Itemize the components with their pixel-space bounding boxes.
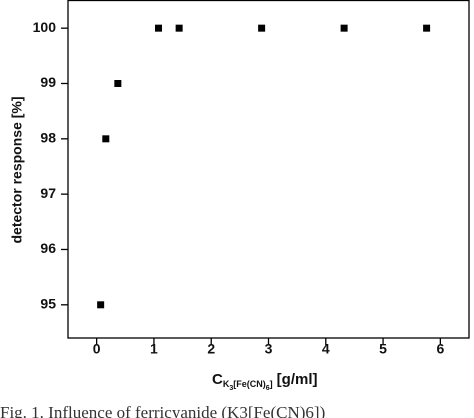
y-tick-label: 95 <box>40 296 56 312</box>
x-tick-label: 2 <box>207 341 215 357</box>
x-axis-label: CK3[Fe(CN)6] [g/ml] <box>212 371 317 392</box>
y-tick-label: 98 <box>40 130 56 146</box>
y-axis-label: detector response [%] <box>9 96 25 243</box>
x-label-main: C <box>212 371 223 388</box>
point <box>258 24 266 32</box>
x-tick-label: 3 <box>265 341 273 357</box>
x-tick-label: 1 <box>150 341 158 357</box>
x-label-unit: [g/ml] <box>277 371 318 388</box>
x-label-sub: 3 <box>229 385 233 392</box>
point <box>97 301 105 309</box>
point <box>423 24 431 32</box>
plot-frame <box>67 0 470 339</box>
x-tick-label: 5 <box>379 341 387 357</box>
point <box>114 79 122 87</box>
x-tick-label: 4 <box>322 341 330 357</box>
point <box>155 24 163 32</box>
y-tick-label: 96 <box>40 240 56 256</box>
x-tick-label: 6 <box>436 341 444 357</box>
x-tick-label: 0 <box>93 341 101 357</box>
x-label-sub: [Fe(CN) <box>233 379 266 389</box>
point <box>102 135 110 143</box>
point <box>340 24 348 32</box>
y-tick-label: 100 <box>33 19 57 35</box>
x-label-sub: 6 <box>266 385 270 392</box>
x-label-sub: ] <box>270 379 273 389</box>
point <box>175 24 183 32</box>
caption: Fig. 1. Influence of ferricyanide (K3[Fe… <box>0 403 325 418</box>
x-label-sub: K <box>223 379 230 389</box>
y-tick-label: 97 <box>40 185 56 201</box>
y-tick-label: 99 <box>40 74 56 90</box>
